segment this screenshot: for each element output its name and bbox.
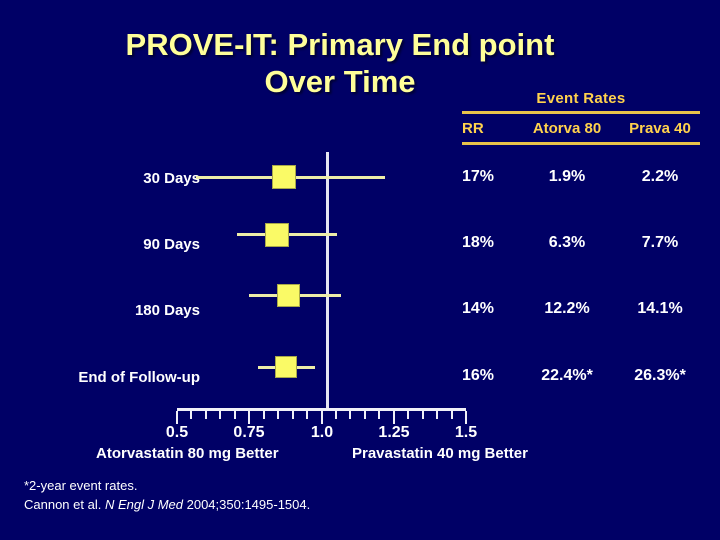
x-axis-minor-tick <box>378 411 381 419</box>
cell-rr: 14% <box>462 300 495 317</box>
axis-caption-left: Atorvastatin 80 mg Better <box>96 445 279 462</box>
citation-reference: 2004;350:1495-1504. <box>183 497 311 512</box>
x-axis-minor-tick <box>262 411 265 419</box>
x-axis-minor-tick <box>407 411 410 419</box>
reference-line-at-one <box>326 152 329 410</box>
table-row: 17% 1.9% 2.2% <box>462 168 700 186</box>
x-axis-minor-tick <box>334 411 337 419</box>
table-row: 14% 12.2% 14.1% <box>462 300 700 318</box>
x-axis-major-tick <box>176 411 178 424</box>
column-header-prava: Prava 40 <box>629 120 691 137</box>
citation-journal: N Engl J Med <box>104 497 183 512</box>
x-axis-minor-tick <box>349 411 352 419</box>
x-axis-minor-tick <box>436 411 439 419</box>
x-axis-line <box>177 408 466 411</box>
cell-rr: 18% <box>462 234 495 251</box>
plot-row-label-30-days: 30 Days <box>143 170 200 187</box>
x-axis-minor-tick <box>233 411 236 419</box>
title-line-1: PROVE-IT: Primary End point <box>125 27 555 62</box>
x-axis-minor-tick <box>421 411 424 419</box>
axis-caption-right: Pravastatin 40 mg Better <box>352 445 528 462</box>
event-rates-title: Event Rates <box>536 90 626 107</box>
cell-prava: 14.1% <box>637 300 683 317</box>
x-axis-major-tick <box>465 411 467 424</box>
x-axis-minor-tick <box>363 411 366 419</box>
point-estimate-marker <box>272 165 296 189</box>
x-axis-major-tick <box>248 411 251 424</box>
plot-row-label-end-of-follow-up: End of Follow-up <box>78 369 200 386</box>
footnote: *2-year event rates. Cannon et al. N Eng… <box>24 476 310 514</box>
cell-prava: 7.7% <box>641 234 679 251</box>
table-row: 16% 22.4%* 26.3%* <box>462 367 700 385</box>
cell-prava: 26.3%* <box>634 367 686 384</box>
cell-atorva: 12.2% <box>544 300 590 317</box>
table-row: 18% 6.3% 7.7% <box>462 234 700 252</box>
x-axis-tick-label: 0.75 <box>233 424 265 441</box>
x-axis-tick-label: 1.25 <box>378 424 410 441</box>
column-header-atorva: Atorva 80 <box>532 120 602 137</box>
x-axis-minor-tick <box>277 411 280 419</box>
footnote-citation: Cannon et al. N Engl J Med 2004;350:1495… <box>24 495 310 514</box>
event-rates-table: Event Rates RR Atorva 80 Prava 40 <box>462 90 700 145</box>
x-axis-tick-label: 1.5 <box>454 424 478 441</box>
x-axis-minor-tick <box>190 411 193 419</box>
citation-author: Cannon et al. <box>24 497 105 512</box>
x-axis-minor-tick <box>219 411 222 419</box>
cell-rr: 17% <box>462 168 495 185</box>
cell-atorva: 1.9% <box>548 168 586 185</box>
x-axis-tick-label: 0.5 <box>165 424 189 441</box>
plot-row-label-90-days: 90 Days <box>143 236 200 253</box>
plot-row-label-180-days: 180 Days <box>134 302 200 319</box>
x-axis-minor-tick <box>291 411 294 419</box>
x-axis-major-tick <box>392 411 395 424</box>
cell-atorva: 6.3% <box>548 234 586 251</box>
cell-prava: 2.2% <box>641 168 679 185</box>
cell-atorva: 22.4%* <box>541 367 593 384</box>
x-axis-minor-tick <box>204 411 207 419</box>
table-rule-bottom <box>462 142 700 145</box>
cell-rr: 16% <box>462 367 495 384</box>
page-title: PROVE-IT: Primary End point Over Time <box>40 26 640 100</box>
title-line-2: Over Time <box>264 64 416 99</box>
point-estimate-marker <box>275 356 297 378</box>
x-axis-major-tick <box>320 411 323 424</box>
footnote-line-1: *2-year event rates. <box>24 478 138 493</box>
event-rates-header-row: RR Atorva 80 Prava 40 <box>462 120 700 137</box>
point-estimate-marker <box>277 284 300 307</box>
x-axis-tick-label: 1.0 <box>310 424 334 441</box>
table-rule-top <box>462 111 700 114</box>
x-axis-minor-tick <box>306 411 309 419</box>
x-axis-minor-tick <box>450 411 453 419</box>
column-header-rr: RR <box>462 120 484 137</box>
point-estimate-marker <box>265 223 289 247</box>
